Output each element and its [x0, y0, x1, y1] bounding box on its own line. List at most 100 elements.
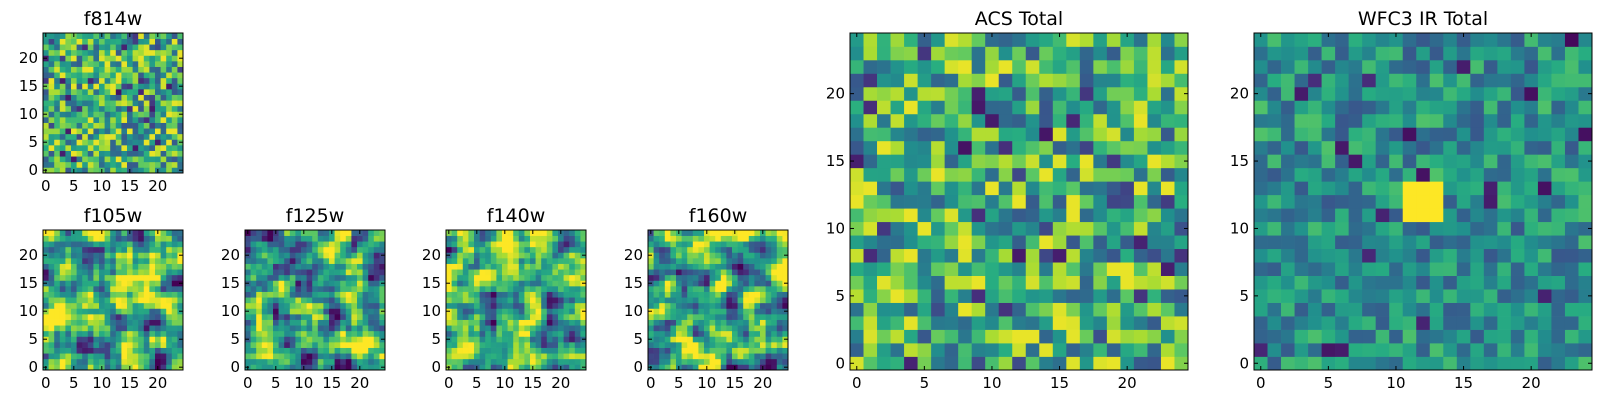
- heatmap-cell: [351, 246, 358, 253]
- heatmap-cell: [104, 61, 111, 67]
- heatmap-cell: [653, 342, 660, 348]
- heatmap-cell: [82, 325, 89, 332]
- heatmap-cell: [110, 230, 117, 236]
- heatmap-cell: [765, 269, 772, 276]
- heatmap-cell: [1429, 140, 1444, 155]
- heatmap-cell: [340, 252, 347, 259]
- heatmap-cell: [1106, 235, 1121, 250]
- heatmap-cell: [569, 263, 576, 270]
- heatmap-cell: [917, 113, 932, 128]
- heatmap-cell: [1039, 194, 1054, 209]
- heatmap-cell: [166, 342, 173, 348]
- heatmap-cell: [284, 336, 291, 343]
- heatmap-cell: [132, 61, 139, 67]
- heatmap-cell: [687, 336, 694, 343]
- heatmap-cell: [143, 336, 150, 343]
- heatmap-cell: [171, 66, 178, 73]
- heatmap-cell: [1308, 154, 1322, 169]
- heatmap-cell: [998, 86, 1013, 101]
- heatmap-cell: [776, 291, 783, 298]
- heatmap-cell: [71, 325, 77, 332]
- heatmap-cell: [48, 235, 55, 242]
- heatmap-cell: [502, 342, 508, 348]
- heatmap-cell: [670, 241, 677, 248]
- heatmap-cell: [104, 117, 111, 123]
- heatmap-cell: [490, 258, 497, 264]
- heatmap-cell: [1335, 86, 1349, 101]
- heatmap-cell: [99, 100, 105, 107]
- heatmap-cell: [659, 302, 666, 309]
- heatmap-cell: [99, 358, 105, 365]
- heatmap-cell: [87, 347, 94, 354]
- heatmap-cell: [1066, 100, 1081, 115]
- heatmap-cell: [329, 269, 335, 276]
- heatmap-cell: [82, 274, 89, 281]
- heatmap-cell: [1039, 46, 1054, 61]
- heatmap-cell: [462, 269, 469, 276]
- heatmap-cell: [726, 274, 733, 281]
- heatmap-cell: [82, 336, 89, 343]
- heatmap-cell: [648, 263, 654, 270]
- y-tick-label: 5: [28, 330, 38, 348]
- heatmap-cell: [1012, 262, 1027, 276]
- heatmap-cell: [48, 314, 55, 320]
- heatmap-cell: [760, 330, 766, 337]
- heatmap-cell: [1497, 235, 1512, 250]
- heatmap-cell: [1079, 181, 1094, 196]
- heatmap-cell: [1456, 262, 1471, 276]
- heatmap-cell: [379, 286, 386, 292]
- heatmap-cell: [1375, 316, 1390, 330]
- heatmap-cell: [1537, 329, 1552, 344]
- heatmap-cell: [765, 286, 772, 292]
- heatmap-cell: [329, 274, 335, 281]
- heatmap-cell: [1106, 127, 1121, 142]
- heatmap-cell: [1564, 194, 1579, 209]
- heatmap-cell: [1497, 46, 1512, 61]
- heatmap-cell: [546, 336, 553, 343]
- heatmap-cell: [1362, 343, 1377, 357]
- heatmap-cell: [1133, 316, 1148, 330]
- heatmap-cell: [93, 319, 100, 326]
- heatmap-cell: [530, 286, 536, 292]
- heatmap-cell: [462, 342, 469, 348]
- heatmap-cell: [71, 252, 77, 259]
- heatmap-cell: [715, 280, 722, 287]
- heatmap-cell: [76, 72, 83, 79]
- heatmap-cell: [931, 316, 945, 330]
- heatmap-cell: [1375, 181, 1390, 196]
- heatmap-cell: [245, 263, 251, 270]
- x-tick-label: 20: [148, 374, 167, 392]
- heatmap-cell: [715, 342, 722, 348]
- heatmap-cell: [171, 358, 178, 365]
- heatmap-cell: [1106, 181, 1121, 196]
- heatmap-cell: [171, 297, 178, 304]
- heatmap-cell: [563, 319, 570, 326]
- heatmap-cell: [451, 314, 458, 320]
- heatmap-cell: [289, 286, 296, 292]
- heatmap-cell: [127, 269, 133, 276]
- heatmap-cell: [1389, 235, 1404, 250]
- heatmap-cell: [127, 302, 133, 309]
- heatmap-cell: [971, 100, 986, 115]
- heatmap-cell: [732, 263, 738, 270]
- heatmap-cell: [177, 330, 184, 337]
- heatmap-cell: [65, 347, 72, 354]
- heatmap-cell: [1389, 113, 1404, 128]
- heatmap-cell: [1254, 235, 1268, 250]
- heatmap-cell: [535, 241, 542, 248]
- heatmap-cell: [132, 235, 139, 242]
- heatmap-cell: [1497, 194, 1512, 209]
- heatmap-cell: [362, 353, 369, 360]
- heatmap-cell: [379, 347, 386, 354]
- heatmap-cell: [317, 342, 324, 348]
- heatmap-cell: [687, 258, 694, 264]
- heatmap-cell: [127, 319, 133, 326]
- heatmap-cell: [850, 221, 864, 236]
- heatmap-cell: [132, 133, 139, 140]
- heatmap-cell: [1429, 343, 1444, 357]
- heatmap-cell: [323, 319, 330, 326]
- heatmap-cell: [166, 286, 173, 292]
- heatmap-cell: [558, 274, 564, 281]
- heatmap-cell: [43, 286, 49, 292]
- heatmap-cell: [43, 241, 49, 248]
